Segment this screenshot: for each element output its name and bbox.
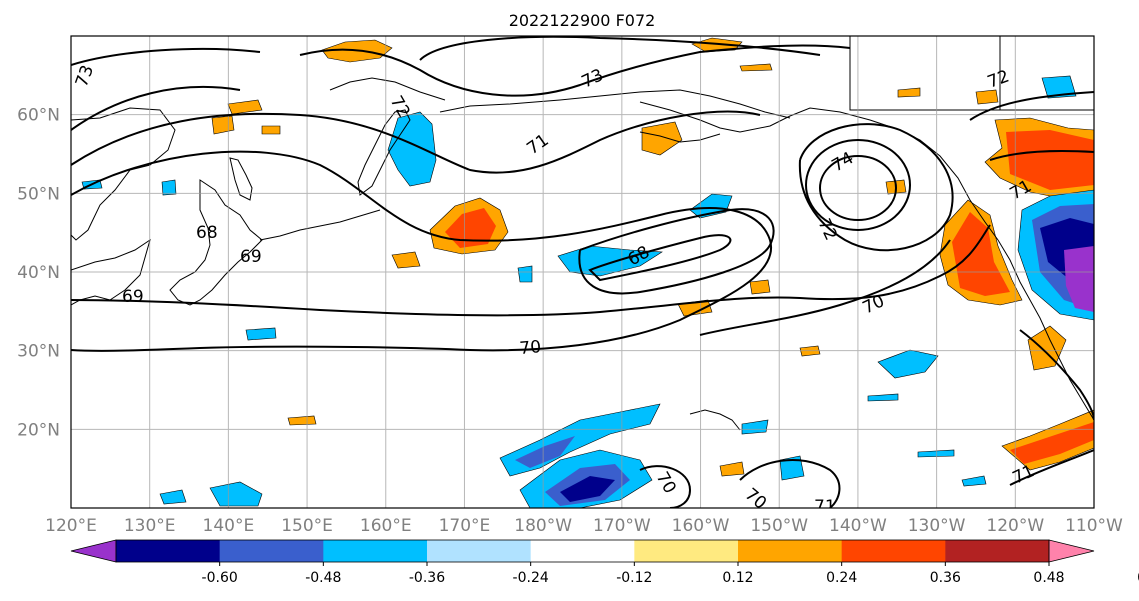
latitude-label: 50°N [17, 184, 60, 204]
contour-label: 69 [122, 287, 144, 307]
colorbar-tick-label: 0.12 [722, 570, 753, 586]
contour-label: 68 [196, 223, 218, 243]
latitude-label: 40°N [17, 263, 60, 283]
coastlines [71, 36, 1094, 431]
longitude-labels: 120°E 130°E 140°E 150°E 160°E 170°E 180°W 170°W… [45, 516, 1123, 536]
longitude-label: 140°E [203, 516, 255, 536]
colorbar-segment [427, 540, 532, 562]
colorbar-segment [634, 540, 739, 562]
colorbar-tick-label: 0.24 [826, 570, 857, 586]
colorbar-segment [841, 540, 946, 562]
colorbar-segment [323, 540, 428, 562]
longitude-label: 160°E [360, 516, 412, 536]
colorbar: -0.60 -0.48 -0.36 -0.24 -0.12 0.12 0.24 0.36 0.4… [70, 539, 1139, 586]
colorbar-segment [738, 540, 843, 562]
longitude-label: 160°W [672, 516, 730, 536]
colorbar-outline [115, 539, 1050, 563]
longitude-label: 170°E [439, 516, 491, 536]
map-panel: 73 73 72 72 71 74 72 68 69 69 68 70 70 7… [70, 35, 1095, 517]
colorbar-tick-label: 0.48 [1033, 570, 1064, 586]
colorbar-tick-label: -0.12 [616, 570, 652, 586]
colorbar-tick-label: -0.36 [409, 570, 445, 586]
longitude-label: 170°W [593, 516, 651, 536]
longitude-label: 120°E [45, 516, 97, 536]
latitude-label: 30°N [17, 342, 60, 362]
colorbar-extend-min [70, 539, 117, 563]
height-contours [71, 36, 1094, 508]
longitude-label: 180°W [514, 516, 572, 536]
latitude-labels: 60°N 50°N 40°N 30°N 20°N [17, 106, 60, 441]
colorbar-tick-label: -0.60 [202, 570, 238, 586]
map-title: 2022122900 F072 [509, 11, 656, 30]
longitude-label: 150°W [750, 516, 808, 536]
longitude-label: 130°E [124, 516, 176, 536]
colorbar-tick-label: 0.60 [1137, 570, 1139, 586]
latitude-label: 60°N [17, 106, 60, 126]
map-frame [70, 35, 1095, 509]
longitude-label: 110°W [1065, 516, 1123, 536]
colorbar-segment [219, 540, 324, 562]
contour-label: 69 [240, 247, 262, 267]
longitude-label: 120°W [986, 516, 1044, 536]
graticule [71, 36, 1094, 508]
colorbar-extend-max [1048, 539, 1095, 563]
colorbar-tick-label: -0.24 [513, 570, 549, 586]
colorbar-segment [116, 540, 221, 562]
shaded-anomaly-fields [81, 37, 1094, 508]
colorbar-segment [945, 540, 1050, 562]
latitude-label: 20°N [17, 420, 60, 440]
colorbar-segment [530, 540, 635, 562]
colorbar-tick-label: 0.36 [930, 570, 961, 586]
contour-label: 70 [519, 337, 542, 359]
longitude-label: 130°W [908, 516, 966, 536]
colorbar-tick-label: -0.48 [305, 570, 341, 586]
contour-label: 71 [814, 497, 836, 517]
longitude-label: 150°E [281, 516, 333, 536]
longitude-label: 140°W [829, 516, 887, 536]
